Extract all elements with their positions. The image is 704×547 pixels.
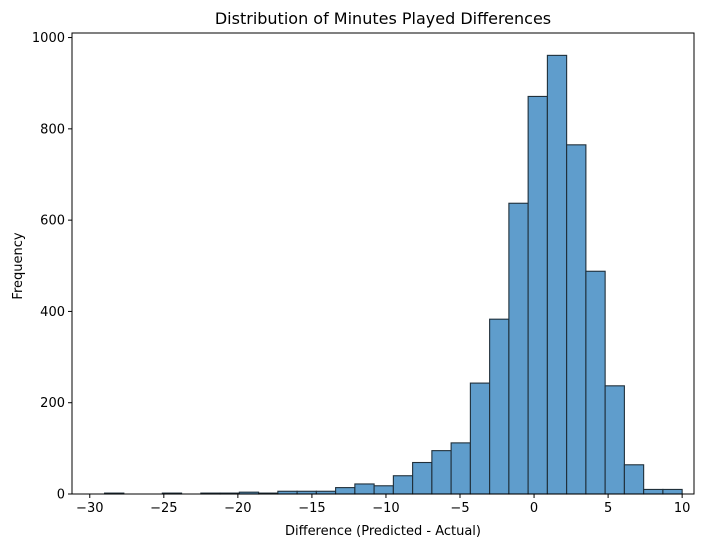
x-tick-label: −30 xyxy=(76,501,103,516)
x-tick-label: 0 xyxy=(530,501,538,516)
x-tick-label: 5 xyxy=(604,501,612,516)
histogram-bar xyxy=(604,385,625,495)
y-tick-label: 400 xyxy=(40,305,65,320)
histogram-bar xyxy=(392,475,414,495)
x-axis-ticks: −30 −25 −20 −15 −10 −5 0 5 10 xyxy=(76,494,690,516)
histogram-bar xyxy=(469,382,491,495)
histogram-bar xyxy=(373,485,394,495)
y-tick-label: 1000 xyxy=(32,31,65,46)
x-tick-label: −10 xyxy=(372,501,399,516)
histogram-bar xyxy=(546,54,568,495)
plot-frame xyxy=(71,32,695,495)
histogram-bar xyxy=(489,318,510,495)
histogram-bar xyxy=(623,464,645,495)
histogram-bar xyxy=(585,270,606,495)
histogram-bar xyxy=(643,488,664,495)
chart-title: Distribution of Minutes Played Differenc… xyxy=(215,9,551,28)
x-axis-label: Difference (Predicted - Actual) xyxy=(285,524,481,539)
x-tick-label: −15 xyxy=(298,501,325,516)
y-tick-label: 0 xyxy=(57,488,65,503)
histogram-bar xyxy=(431,450,452,495)
plot-border xyxy=(71,32,695,495)
histogram-bar xyxy=(335,487,356,495)
histogram-bar xyxy=(508,202,529,495)
x-tick-label: −20 xyxy=(224,501,251,516)
y-tick-label: 600 xyxy=(40,214,65,229)
histogram-bar xyxy=(450,442,471,495)
x-tick-label: −5 xyxy=(450,501,469,516)
y-tick-label: 800 xyxy=(40,122,65,137)
x-tick-label: −25 xyxy=(150,501,177,516)
histogram-bar xyxy=(662,488,683,495)
y-axis-ticks: 0 200 400 600 800 1000 xyxy=(32,31,72,503)
bars-group xyxy=(104,54,683,495)
y-tick-label: 200 xyxy=(40,396,65,411)
histogram-bar xyxy=(412,461,433,495)
y-axis-label: Frequency xyxy=(11,232,26,299)
histogram-bar xyxy=(566,144,587,495)
histogram-bar xyxy=(527,95,548,495)
x-tick-label: 10 xyxy=(674,501,691,516)
histogram-bar xyxy=(354,483,375,495)
